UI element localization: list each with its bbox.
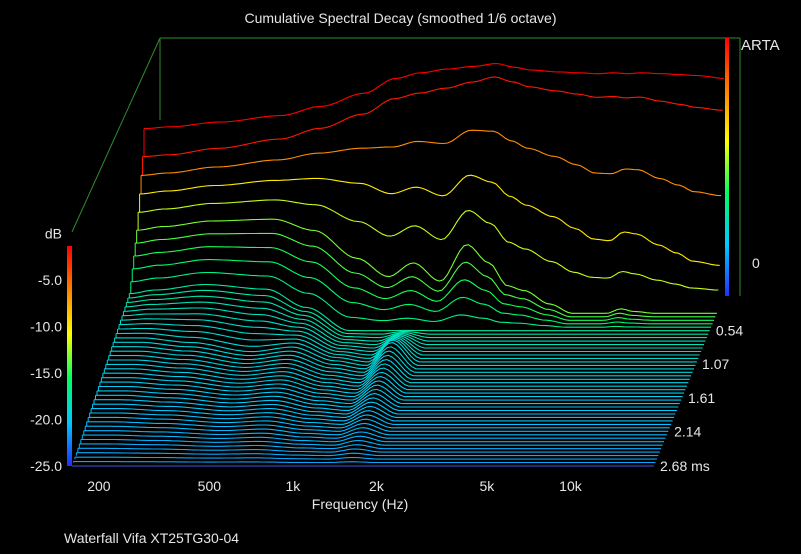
time-tick-label: 1.07 [702,356,729,372]
db-colorbar-gradient [67,246,72,466]
frame-diagonal-edge [71,37,161,233]
chart-title: Cumulative Spectral Decay (smoothed 1/6 … [244,10,557,26]
x-tick-label: 1k [285,478,301,494]
db-colorbar [67,246,72,466]
decay-slice [74,456,657,460]
y-tick-label: -20.0 [30,412,62,428]
time-colorbar-gradient [725,38,729,296]
time-tick-label: 0 [752,255,760,271]
measurement-caption: Waterfall Vifa XT25TG30-04 [64,530,240,546]
time-colorbar [725,38,729,296]
decay-slice [77,447,660,453]
x-tick-label: 500 [198,478,222,494]
plot-frame [71,37,741,296]
brand-logo: ARTA [741,37,780,54]
y-tick-label: -5.0 [38,272,62,288]
x-tick-label: 200 [87,478,111,494]
y-tick-label: dB [45,226,62,242]
x-axis-label: Frequency (Hz) [311,496,409,512]
time-tick-label: 0.54 [716,322,743,338]
decay-slice [75,452,659,457]
time-tick-label: 1.61 [688,390,715,406]
axis-ticks: dB -5.0 -10.0 -15.0 -20.0 -25.0 200 500 1k 2k 5k 10… [30,226,760,495]
y-tick-label: -10.0 [30,319,62,335]
decay-slice [72,461,656,464]
y-tick-label: -15.0 [30,365,62,381]
time-tick-label: 2.14 [674,424,701,440]
x-tick-label: 2k [369,478,385,494]
x-tick-label: 5k [479,478,495,494]
y-tick-label: -25.0 [30,458,62,474]
decay-slices [72,62,725,467]
x-tick-label: 10k [559,478,583,494]
time-tick-label: 2.68 ms [660,458,710,474]
